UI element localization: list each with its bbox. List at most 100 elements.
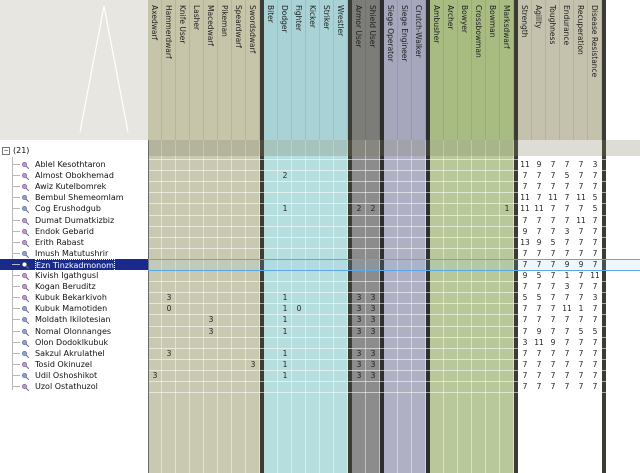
column-header[interactable]: Marksdwarf [500, 0, 514, 140]
skill-cell[interactable]: 3 [370, 293, 376, 303]
dwarf-row[interactable]: Awiz Kutelbomrek [0, 181, 148, 192]
skill-cell[interactable]: 3 [208, 326, 214, 336]
column-header[interactable]: Crossbowman [472, 0, 486, 140]
column-header-label: Hammerdwarf [164, 5, 173, 59]
column-header[interactable]: Bowyer [458, 0, 472, 140]
column-header[interactable]: Armor User [352, 0, 366, 140]
column-header[interactable]: Pikeman [218, 0, 232, 140]
skill-cell[interactable]: 3 [370, 315, 376, 325]
column-header-label: Wrestler [336, 5, 345, 37]
dwarf-row[interactable]: Imush Matutushrir [0, 248, 148, 259]
skill-cell[interactable]: 0 [296, 304, 302, 314]
dwarf-row[interactable]: Cog Erushodgub [0, 203, 148, 214]
skill-cell[interactable]: 1 [504, 204, 510, 214]
dwarf-row[interactable]: Kivish Igathgusl [0, 270, 148, 281]
skill-cell[interactable]: 3 [152, 370, 158, 380]
skill-cell[interactable]: 1 [282, 315, 288, 325]
column-header[interactable]: Kicker [306, 0, 320, 140]
skill-cell[interactable]: 3 [356, 293, 362, 303]
dwarf-row[interactable]: Nomal Olonnanges [0, 326, 148, 337]
attribute-cell: 7 [550, 370, 556, 380]
dwarf-row[interactable]: Ezn Tinzkadmonom [0, 258, 148, 270]
skill-cell[interactable]: 1 [282, 204, 288, 214]
skill-cell[interactable]: 3 [250, 359, 256, 369]
skill-cell[interactable]: 2 [282, 171, 288, 181]
collapse-icon[interactable]: − [2, 146, 10, 155]
skill-cell[interactable]: 1 [282, 326, 288, 336]
column-header[interactable]: Axedwarf [148, 0, 162, 140]
column-header[interactable]: Biter [264, 0, 278, 140]
dwarf-row[interactable]: Endok Gebarid [0, 226, 148, 237]
dwarf-row[interactable]: Uzol Ostathuzol [0, 381, 148, 392]
skill-cell[interactable]: 3 [356, 359, 362, 369]
column-header-label: Crutch-Walker [414, 5, 423, 58]
dwarf-row[interactable]: Bembul Shemeomlam [0, 192, 148, 203]
attribute-cell: 7 [550, 204, 556, 214]
skill-cell[interactable]: 3 [208, 315, 214, 325]
skill-cell[interactable]: 3 [370, 304, 376, 314]
dwarf-row[interactable]: Kubuk Mamotiden [0, 303, 148, 314]
skill-cell[interactable]: 1 [282, 293, 288, 303]
column-header[interactable]: Macedwarf [204, 0, 218, 140]
dwarf-row[interactable]: Tosid Okinuzel [0, 359, 148, 370]
tree-root[interactable]: − (21) [0, 145, 29, 156]
skill-cell[interactable]: 3 [356, 348, 362, 358]
column-header[interactable]: Disease Resistance [588, 0, 602, 140]
column-header[interactable]: Siege Engineer [398, 0, 412, 140]
column-header-label: Bowyer [460, 5, 469, 34]
column-line [231, 140, 232, 473]
skill-cell[interactable]: 3 [370, 326, 376, 336]
skill-cell[interactable]: 1 [282, 370, 288, 380]
skill-cell[interactable]: 3 [356, 315, 362, 325]
column-header[interactable]: Striker [320, 0, 334, 140]
dwarf-row[interactable]: Ablel Kesothtaron [0, 159, 148, 170]
column-header[interactable]: Endurance [560, 0, 574, 140]
skill-cell[interactable]: 1 [282, 348, 288, 358]
dwarf-row[interactable]: Dumat Dumatkizbiz [0, 215, 148, 226]
column-header[interactable]: Strength [518, 0, 532, 140]
column-header-label: Knife User [178, 5, 187, 44]
dwarf-row[interactable]: Moldath Ikilotesian [0, 314, 148, 325]
attribute-cell: 9 [522, 226, 528, 236]
dwarf-row[interactable]: Almost Obokhemad [0, 170, 148, 181]
skill-cell[interactable]: 1 [282, 304, 288, 314]
dwarf-row[interactable]: Sakzul Akrulathel [0, 348, 148, 359]
skill-cell[interactable]: 2 [356, 204, 362, 214]
column-header[interactable]: Dodger [278, 0, 292, 140]
skill-cell[interactable]: 2 [370, 204, 376, 214]
column-header[interactable]: Hammerdwarf [162, 0, 176, 140]
skill-cell[interactable]: 3 [356, 304, 362, 314]
skill-cell[interactable]: 3 [356, 326, 362, 336]
attribute-cell: 7 [522, 182, 528, 192]
dwarf-row[interactable]: Udil Oshoshikot [0, 370, 148, 381]
column-header[interactable]: Ambusher [430, 0, 444, 140]
skill-cell[interactable]: 3 [370, 359, 376, 369]
skill-cell[interactable]: 3 [166, 348, 172, 358]
column-header[interactable]: Fighter [292, 0, 306, 140]
column-header[interactable]: Siege Operator [384, 0, 398, 140]
column-header[interactable]: Archer [444, 0, 458, 140]
attribute-cell: 7 [578, 204, 584, 214]
column-header[interactable]: Speardwarf [232, 0, 246, 140]
column-header[interactable]: Knife User [176, 0, 190, 140]
dwarf-row[interactable]: Erith Rabast [0, 237, 148, 248]
column-line [545, 140, 546, 473]
skill-cell[interactable]: 1 [282, 359, 288, 369]
column-header[interactable]: Swordsdwarf [246, 0, 260, 140]
dwarf-row[interactable]: Olon Dodoklkubuk [0, 337, 148, 348]
column-header[interactable]: Wrestler [334, 0, 348, 140]
column-header[interactable]: Crutch-Walker [412, 0, 426, 140]
skill-cell[interactable]: 3 [370, 370, 376, 380]
column-header[interactable]: Lasher [190, 0, 204, 140]
skill-cell[interactable]: 3 [356, 370, 362, 380]
column-header[interactable]: Bowman [486, 0, 500, 140]
dwarf-row[interactable]: Kogan Beruditz [0, 281, 148, 292]
column-header[interactable]: Toughness [546, 0, 560, 140]
column-header[interactable]: Shield User [366, 0, 380, 140]
skill-cell[interactable]: 0 [166, 304, 172, 314]
skill-cell[interactable]: 3 [166, 293, 172, 303]
skill-cell[interactable]: 3 [370, 348, 376, 358]
dwarf-row[interactable]: Kubuk Bekarkivoh [0, 292, 148, 303]
column-header[interactable]: Recuperation [574, 0, 588, 140]
column-header[interactable]: Agility [532, 0, 546, 140]
